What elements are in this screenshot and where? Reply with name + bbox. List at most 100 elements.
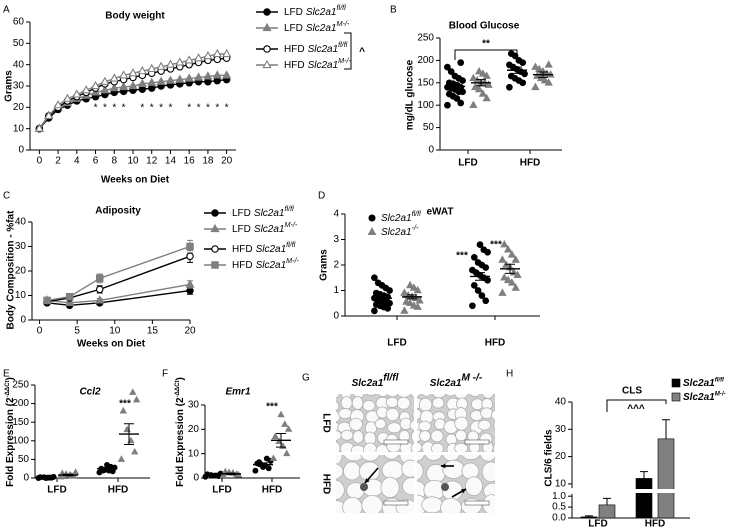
- gene-name: Slc2a1: [683, 378, 715, 389]
- adipocyte: [445, 394, 457, 397]
- adipocyte: [386, 394, 399, 398]
- data-point: [507, 72, 515, 80]
- y-tick-label: 50: [18, 454, 30, 465]
- data-point: [127, 436, 135, 444]
- data-point: [507, 50, 515, 58]
- data-point: [109, 83, 119, 92]
- x-tick-label: 14: [165, 156, 177, 167]
- adipocyte: [493, 420, 495, 431]
- data-point: [400, 288, 409, 296]
- adipocyte: [421, 496, 444, 513]
- legend-marker: [210, 223, 220, 233]
- adipocyte: [340, 396, 353, 410]
- gene-name: Slc2a1: [683, 392, 715, 403]
- arrow-head: [441, 463, 446, 469]
- significance-star: *: [94, 103, 98, 114]
- adipocyte: [430, 429, 444, 443]
- data-point: [445, 79, 453, 87]
- significance-label: ^: [359, 47, 365, 58]
- group-name: LFD: [284, 7, 303, 18]
- y-axis-label: Fold Expression (2-ΔΔCt): [175, 377, 186, 487]
- group-name: HFD: [232, 244, 253, 255]
- chart-title: Adiposity: [95, 206, 141, 217]
- adipocyte: [418, 420, 432, 432]
- micrograph: [417, 455, 495, 513]
- series-line: [46, 245, 191, 302]
- y-label-sup: -ΔΔCt: [175, 380, 181, 397]
- y-tick-label: 10: [15, 290, 27, 301]
- y-tick-label: 150: [417, 77, 434, 88]
- data-point: [53, 100, 63, 109]
- legend-label: LFD Slc2a1fl/fl: [232, 204, 294, 219]
- genotype: M-/-: [715, 390, 726, 397]
- data-point: [400, 306, 409, 314]
- y-tick-label: 0: [20, 315, 26, 326]
- adipocyte: [479, 455, 495, 462]
- data-point: [478, 89, 488, 97]
- significance-label: ***: [490, 240, 502, 251]
- data-point: [507, 250, 517, 258]
- data-point: [175, 57, 185, 66]
- significance-star: *: [140, 103, 144, 114]
- gene-name: Slc2a1: [306, 7, 337, 18]
- adipocyte: [350, 444, 366, 452]
- legend-label: Slc2a1fl/fl: [381, 209, 421, 224]
- y-tick-label: 50: [13, 38, 25, 49]
- significance-label: ***: [119, 399, 131, 410]
- adipocyte: [409, 419, 414, 431]
- data-point: [277, 410, 285, 418]
- data-point: [34, 123, 44, 132]
- y-tick-label: 3: [333, 234, 339, 245]
- adipocyte: [477, 419, 492, 431]
- y-tick-label: 60: [13, 17, 25, 28]
- y-tick-label: 0: [193, 473, 199, 484]
- adipocyte: [402, 477, 414, 496]
- gene-name: Slc2a1: [254, 224, 285, 235]
- y-axis-label: Grams: [4, 70, 15, 102]
- adipocyte: [352, 430, 364, 444]
- scale-bar: [464, 439, 490, 445]
- sem-bar: [208, 474, 218, 477]
- data-point: [165, 59, 176, 68]
- genotype: fl/fl: [286, 240, 296, 249]
- y-tick-label: 30: [13, 81, 25, 92]
- x-axis-label: Weeks on Diet: [101, 175, 170, 186]
- data-point: [43, 296, 51, 305]
- data-point: [186, 252, 194, 261]
- adipocyte: [336, 401, 340, 412]
- significance-bracket: [606, 399, 667, 412]
- adipocyte: [417, 455, 425, 462]
- gene-name: Slc2a1: [306, 23, 337, 34]
- x-tick-label: LFD: [588, 519, 607, 529]
- significance-bracket: [344, 32, 352, 70]
- y-label-text: Fold Expression (2: [175, 397, 186, 487]
- x-tick-label: 4: [74, 156, 80, 167]
- adipocyte: [385, 396, 399, 408]
- data-point: [405, 280, 415, 289]
- adipocyte: [385, 407, 400, 421]
- significance-star: *: [159, 103, 163, 114]
- chart-title: Blood Glucose: [449, 21, 520, 32]
- data-point: [252, 467, 259, 474]
- gene-name: Slc2a1: [308, 60, 339, 71]
- data-point: [175, 74, 185, 83]
- significance-star: *: [215, 103, 219, 114]
- y-tick-label: 250: [417, 33, 434, 44]
- data-point: [474, 259, 482, 266]
- adipocyte: [336, 479, 345, 501]
- adipocyte: [417, 461, 424, 481]
- adipocyte: [362, 399, 376, 412]
- data-point: [186, 242, 194, 251]
- gene-name: Slc2a1: [256, 260, 287, 271]
- data-point: [263, 455, 270, 462]
- y-axis-label: Body Composition - %fat: [6, 210, 17, 330]
- significance-bracket: [454, 49, 518, 60]
- data-point: [480, 246, 488, 254]
- genotype: M-/-: [338, 56, 351, 65]
- adipocyte: [493, 401, 495, 409]
- adipocyte: [343, 461, 361, 481]
- legend-label: LFD Slc2a1M-/-: [232, 220, 298, 235]
- genotype: fl/fl: [338, 40, 348, 49]
- y-tick-label: 1: [333, 285, 339, 296]
- data-point: [283, 449, 291, 457]
